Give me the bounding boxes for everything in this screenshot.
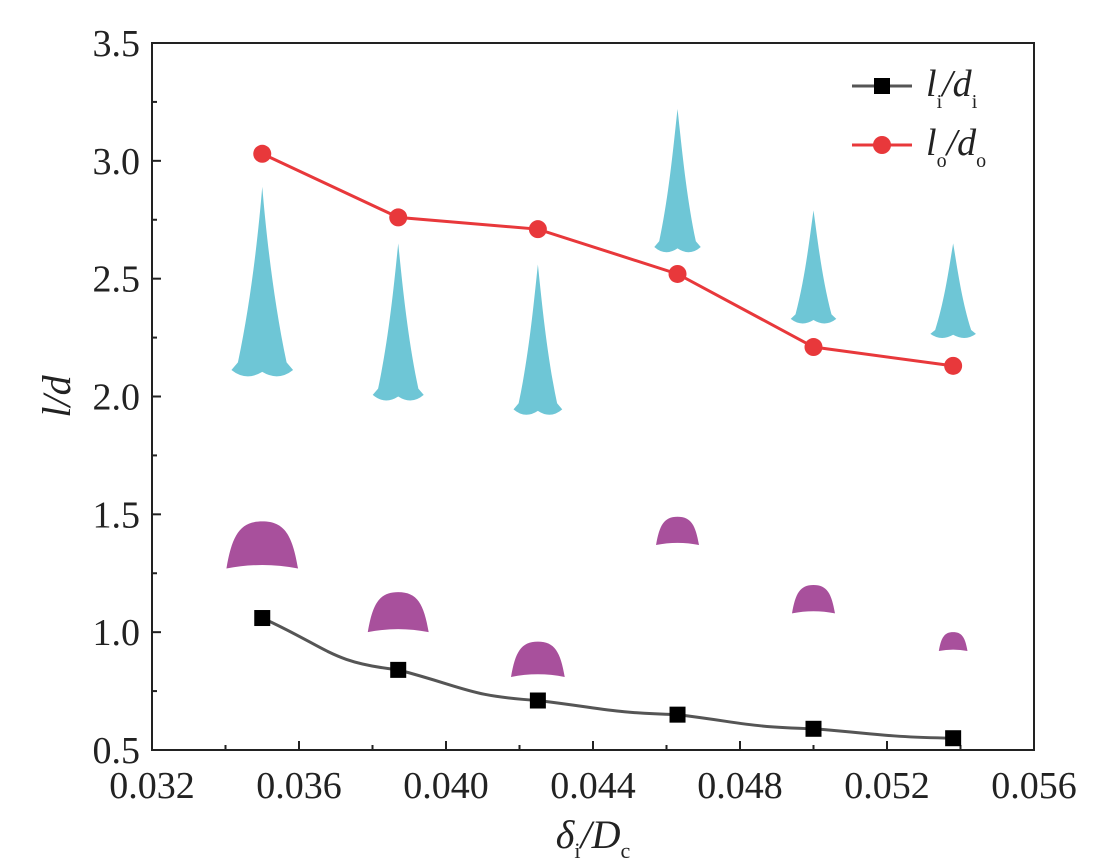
data-point-square (805, 720, 822, 737)
cyan-spray-shape (513, 264, 563, 415)
y-tick-label: 1.0 (93, 612, 141, 654)
data-point-square (945, 730, 962, 747)
data-point-circle (253, 144, 272, 163)
plot-frame (151, 42, 1035, 751)
x-tick-label: 0.044 (550, 765, 636, 807)
data-point-circle (389, 208, 408, 227)
data-point-circle (804, 338, 823, 357)
data-point-square (669, 706, 686, 723)
legend-item-lo-do: lo/do (852, 122, 986, 172)
series-line (261, 616, 954, 740)
legend-item-li-di: li/di (852, 63, 978, 113)
x-tick-label: 0.036 (256, 765, 342, 807)
legend: li/di lo/do (852, 63, 986, 172)
y-tick-label: 3.0 (93, 141, 141, 183)
legend-label: li/di (926, 63, 978, 113)
y-tick-label: 0.5 (93, 730, 141, 772)
y-tick-label: 2.0 (93, 377, 141, 419)
x-tick-label: 0.052 (844, 765, 930, 807)
series-li-di (254, 610, 962, 747)
droplet-shapes-layer (226, 108, 976, 677)
y-tick-label: 1.5 (93, 494, 141, 536)
magenta-droplet-shape (226, 521, 299, 569)
cyan-spray-shape (231, 186, 294, 377)
magenta-droplet-shape (656, 516, 700, 545)
legend-label: lo/do (926, 122, 986, 172)
magenta-droplet-shape (511, 641, 565, 677)
y-tick-label: 2.5 (93, 259, 141, 301)
series-layer (253, 144, 963, 747)
cyan-spray-shape (790, 210, 837, 324)
data-point-circle (668, 264, 687, 283)
legend-marker-circle (873, 136, 891, 154)
y-axis-title: l/d (34, 374, 79, 417)
x-tick-label: 0.032 (109, 765, 195, 807)
magenta-droplet-shape (938, 632, 968, 652)
cyan-spray-shape (930, 243, 976, 338)
data-point-square (254, 610, 271, 627)
x-tick-label: 0.048 (697, 765, 783, 807)
x-tick-label: 0.040 (403, 765, 489, 807)
cyan-spray-shape (372, 243, 424, 401)
axes: 0.032 0.036 0.040 0.044 0.048 0.052 0.056 0.5 1.… (34, 23, 1077, 863)
legend-marker-square (874, 78, 890, 94)
data-point-square (529, 692, 546, 709)
data-point-circle (944, 356, 963, 375)
series-lo-do (253, 144, 963, 375)
data-point-square (390, 661, 407, 678)
y-tick-label: 3.5 (93, 23, 141, 65)
magenta-droplet-shape (792, 585, 835, 614)
x-tick-label: 0.056 (991, 765, 1077, 807)
magenta-droplet-shape (367, 592, 429, 633)
series-line (261, 152, 954, 368)
data-point-circle (528, 220, 547, 239)
x-axis-title: δi/Dc (556, 812, 631, 863)
cyan-spray-shape (654, 108, 701, 253)
